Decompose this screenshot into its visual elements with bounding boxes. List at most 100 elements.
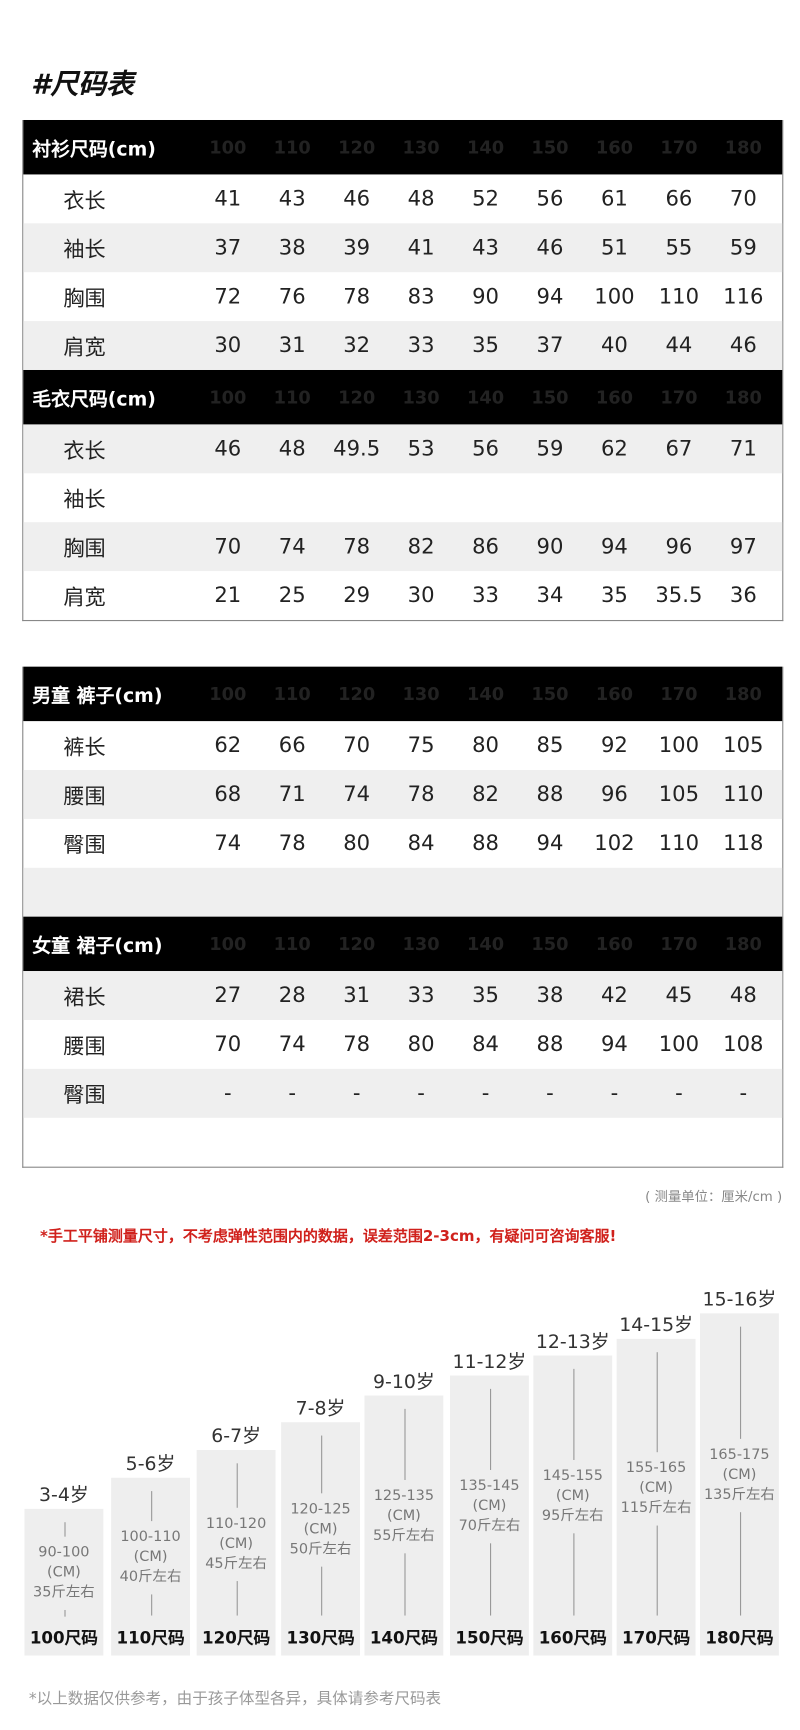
divider-line: [236, 1463, 238, 1508]
size-label: 170尺码: [622, 1627, 691, 1648]
cell: 34: [536, 583, 564, 608]
cell: 110: [658, 831, 700, 856]
age-label: 6-7岁: [211, 1425, 261, 1448]
cell: 70: [214, 534, 242, 559]
row-label: 腰围: [63, 783, 106, 809]
size-header: 170: [660, 386, 698, 408]
size-header: 180: [724, 386, 762, 408]
size-header: 180: [724, 136, 762, 158]
row-label: 腰围: [63, 1033, 106, 1059]
table-header: 衬衫尺码(cm) 100 110 120 130 140 150 160 170 180: [23, 119, 783, 175]
divider-line: [572, 1533, 574, 1616]
cell: 41: [214, 186, 242, 212]
size-header: 140: [466, 933, 505, 955]
size-header: 170: [660, 136, 698, 158]
cell: 49.5: [333, 436, 381, 462]
row-label: 衣长: [63, 438, 106, 463]
header-label: 毛衣尺码(cm): [32, 388, 156, 412]
table-row: 臀围 - - - - - - - - -: [23, 1068, 783, 1118]
cell: 38: [278, 235, 306, 260]
size-label: 140尺码: [369, 1627, 438, 1648]
cell: 38: [536, 983, 564, 1008]
weight: 35斤左右: [33, 1584, 95, 1602]
cell: 105: [658, 782, 700, 807]
age-size-bar: 11-12岁 135-145 (CM) 70斤左右 150尺码: [449, 1351, 529, 1656]
height-unit: (CM): [46, 1564, 81, 1582]
size-label: 130尺码: [286, 1627, 355, 1648]
size-header: 100: [209, 386, 247, 408]
size-header: 110: [273, 683, 311, 705]
age-label: 14-15岁: [619, 1314, 693, 1337]
height-unit: (CM): [472, 1497, 507, 1515]
cell: 28: [278, 983, 306, 1008]
divider-line: [63, 1609, 65, 1617]
table-row: 裙长 27 28 31 33 35 38 42 45 48: [23, 971, 783, 1020]
height-range: 135-145: [459, 1477, 520, 1495]
table-row: [23, 867, 783, 917]
size-label: 100尺码: [29, 1627, 98, 1648]
cell: 70: [343, 733, 371, 758]
cell: 61: [601, 186, 628, 212]
measurement-warning: *手工平铺测量尺寸，不考虑弹性范围内的数据，误差范围2-3cm，有疑问可咨询客服…: [39, 1227, 617, 1246]
cell: 78: [343, 1032, 371, 1057]
age-size-bar: 12-13岁 145-155 (CM) 95斤左右 160尺码: [533, 1331, 613, 1656]
divider-line: [150, 1594, 152, 1616]
divider-line: [739, 1326, 741, 1439]
cell: 37: [214, 235, 242, 260]
row-label: 臀围: [63, 832, 106, 858]
size-header: 170: [660, 683, 698, 705]
unit-note: ( 测量单位：厘米/cm ): [645, 1188, 783, 1205]
cell: 94: [536, 831, 564, 856]
cell: -: [417, 1081, 425, 1106]
table-row: 臀围 74 78 80 84 88 94 102 110 118: [23, 819, 782, 868]
height-unit: (CM): [303, 1521, 338, 1538]
cell: 100: [658, 1032, 700, 1057]
cell: 86: [472, 534, 499, 559]
table-row: 衣长 41 43 46 48 52 56 61 66 70: [23, 174, 782, 223]
cell: 62: [214, 733, 242, 758]
height-weight: 145-155 (CM) 95斤左右: [533, 1467, 612, 1527]
divider-line: [656, 1352, 658, 1452]
divider-line: [403, 1408, 405, 1480]
cell: 43: [278, 186, 306, 212]
height-weight: 110-120 (CM) 45斤左右: [197, 1514, 276, 1574]
cell: 51: [601, 235, 628, 260]
cell: 46: [536, 235, 564, 260]
cell: -: [675, 1081, 683, 1106]
size-table-0: 衬衫尺码(cm) 100 110 120 130 140 150 160 170 180 衣长 41 4…: [22, 119, 784, 622]
size-header: 140: [466, 683, 505, 705]
weight: 45斤左右: [205, 1554, 267, 1572]
cell: 44: [665, 333, 693, 358]
cell: 110: [723, 782, 764, 807]
cell: 74: [278, 534, 306, 559]
height-weight: 155-165 (CM) 115斤左右: [617, 1458, 696, 1518]
height-unit: (CM): [219, 1534, 254, 1552]
cell: 42: [601, 983, 628, 1008]
age-label: 7-8岁: [295, 1397, 346, 1420]
cell: 35.5: [655, 583, 703, 608]
cell: 43: [472, 235, 499, 260]
row-label: 胸围: [63, 536, 106, 561]
cell: 97: [729, 534, 757, 559]
table-row: [23, 1118, 782, 1167]
cell: 52: [472, 186, 499, 212]
divider-line: [403, 1553, 405, 1616]
cell: 53: [407, 436, 435, 462]
header-label: 衬衫尺码(cm): [32, 138, 156, 162]
cell: 70: [214, 1032, 242, 1057]
age-size-bar: 5-6岁 100-110 (CM) 40斤左右 110尺码: [111, 1453, 190, 1656]
table-row: 衣长 46 48 49.5 53 56 59 62 67 71: [23, 424, 783, 474]
cell: 46: [343, 186, 371, 212]
cell: 55: [665, 235, 693, 260]
height-range: 120-125: [290, 1501, 351, 1518]
row-label: 裙长: [63, 984, 106, 1010]
cell: 33: [472, 583, 499, 608]
cell: 96: [665, 534, 693, 559]
cell: 72: [214, 284, 242, 309]
row-label: 衣长: [63, 188, 106, 213]
cell: 88: [536, 1032, 564, 1057]
header-label: 男童 裤子(cm): [32, 685, 163, 708]
cell: 75: [407, 733, 435, 758]
size-header: 150: [531, 933, 569, 955]
